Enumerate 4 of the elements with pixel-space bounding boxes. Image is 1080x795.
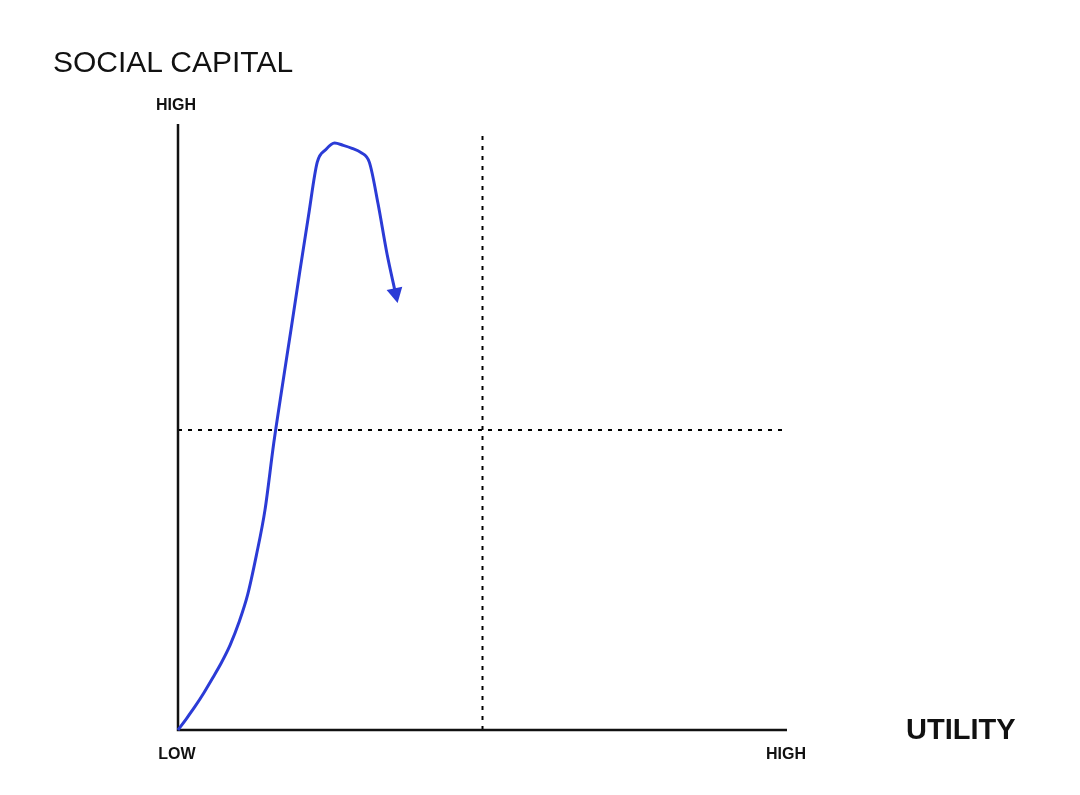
y-axis-title: SOCIAL CAPITAL xyxy=(53,45,294,78)
text: HIGH xyxy=(156,96,196,113)
x-tick-label: LOW xyxy=(158,745,197,763)
x-axis-title: UTILITY xyxy=(906,713,1016,745)
